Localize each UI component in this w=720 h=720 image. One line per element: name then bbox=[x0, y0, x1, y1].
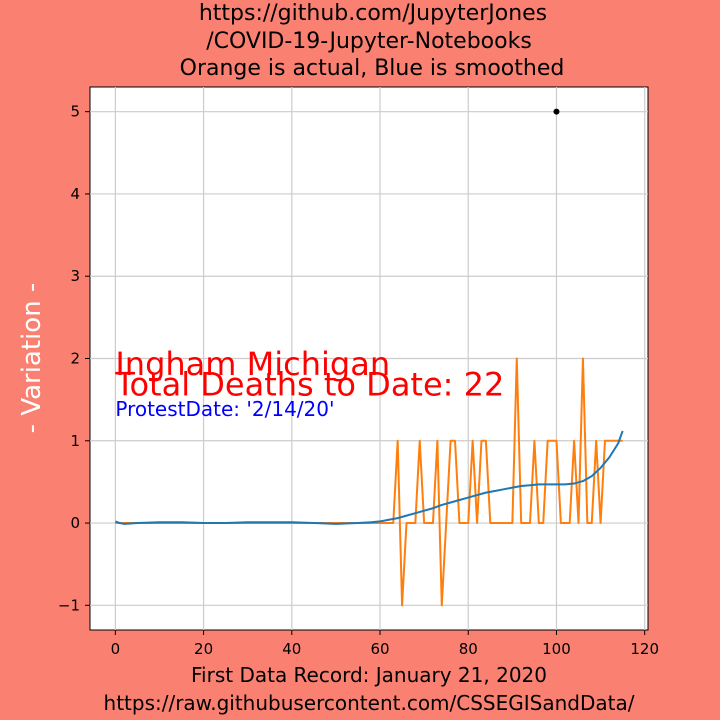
x-tick-label: 60 bbox=[370, 640, 389, 658]
y-tick-label: −1 bbox=[58, 596, 80, 614]
y-tick-label: 5 bbox=[70, 103, 80, 121]
series-line-1 bbox=[115, 430, 624, 525]
x-tick-label: 0 bbox=[111, 640, 121, 658]
x-tick-label: 40 bbox=[282, 640, 301, 658]
y-axis-label: - Variation - bbox=[17, 283, 47, 434]
x-tick-label: 100 bbox=[542, 640, 571, 658]
y-tick-label: 4 bbox=[70, 185, 80, 203]
title-line-1: https://github.com/JupyterJones bbox=[199, 1, 547, 26]
y-axis-ticks: −1 0 1 2 3 4 5 bbox=[58, 103, 90, 614]
x-tick-label: 120 bbox=[630, 640, 659, 658]
annotation-2: ProtestDate: '2/14/20' bbox=[115, 397, 334, 421]
x-tick-label: 80 bbox=[459, 640, 478, 658]
x-axis-label-line-2: https://raw.githubusercontent.com/CSSEGI… bbox=[104, 691, 635, 715]
title-line-3: Orange is actual, Blue is smoothed bbox=[180, 56, 565, 81]
x-axis-label-line-1: First Data Record: January 21, 2020 bbox=[191, 663, 547, 687]
series-layer bbox=[115, 357, 624, 607]
x-tick-label: 20 bbox=[194, 640, 213, 658]
y-tick-label: 3 bbox=[70, 267, 80, 285]
data-marker bbox=[553, 108, 560, 115]
y-tick-label: 0 bbox=[70, 514, 80, 532]
annotation-1: Total Deaths to Date: 22 bbox=[114, 366, 504, 404]
x-axis-ticks: 0 20 40 60 80 100 120 bbox=[111, 630, 659, 658]
y-tick-label: 2 bbox=[70, 350, 80, 368]
title-line-2: /COVID-19-Jupyter-Notebooks bbox=[206, 29, 532, 54]
chart-title: https://github.com/JupyterJones /COVID-1… bbox=[180, 1, 565, 81]
annotation-0: Ingham Michigan bbox=[115, 345, 390, 383]
y-tick-label: 1 bbox=[70, 432, 80, 450]
marker-layer bbox=[553, 108, 560, 115]
